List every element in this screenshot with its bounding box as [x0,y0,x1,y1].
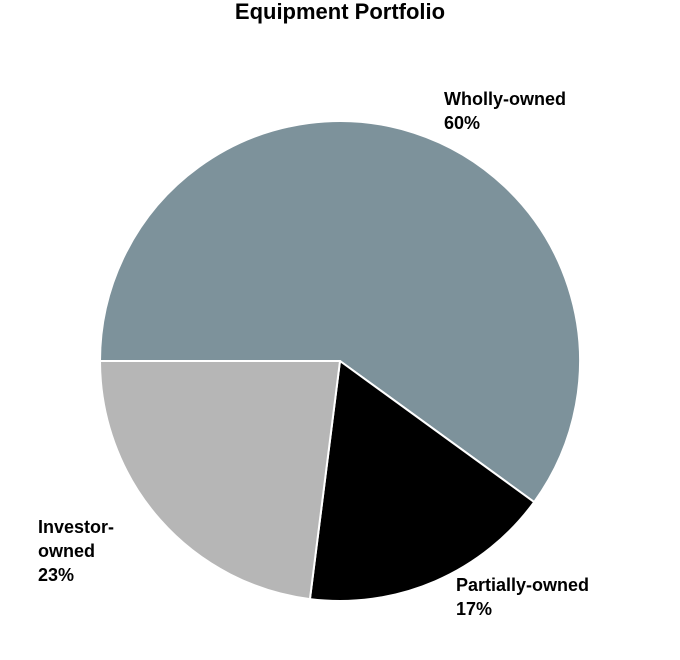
slice-value-label: 17% [456,599,493,619]
slice-label-partially-owned: Partially-owned 17% [456,573,589,621]
slice-label-wholly-owned: Wholly-owned 60% [444,87,566,135]
slice-value-label: 60% [444,113,481,133]
chart-title: Equipment Portfolio [234,0,446,24]
pie-slice-investor-owned [99,360,341,601]
slice-label-text: Partially-owned [456,575,590,595]
slice-value-label: 23% [38,565,75,585]
slice-label-investor-owned: Investor- owned 23% [38,515,114,587]
slice-label-text: owned [38,541,95,561]
slice-label-text: Investor- [38,517,115,537]
slice-label-text: Wholly-owned [444,89,566,109]
pie-slice-wholly-owned [99,120,581,504]
pie-slice-partially-owned [308,360,536,602]
